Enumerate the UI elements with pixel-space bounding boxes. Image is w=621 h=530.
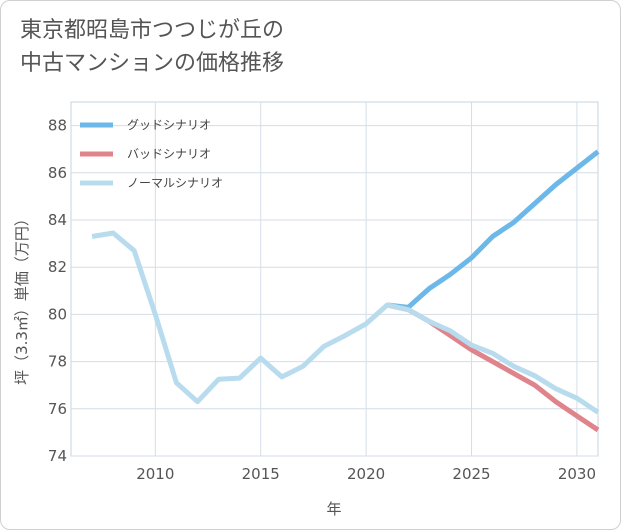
legend-label-bad: バッドシナリオ [127, 147, 211, 161]
y-tick-label: 80 [48, 305, 67, 323]
x-tick-label: 2015 [242, 465, 280, 483]
title-line-2: 中古マンションの価格推移 [20, 51, 285, 76]
chart-title: 東京都昭島市つつじが丘の 中古マンションの価格推移 [20, 14, 284, 80]
x-tick-label: 2020 [347, 465, 385, 483]
x-tick-label: 2030 [558, 465, 596, 483]
series-lines [91, 149, 600, 433]
x-tick-label: 2010 [136, 465, 174, 483]
y-tick-label: 86 [48, 164, 67, 182]
y-tick-label: 74 [48, 447, 67, 465]
series-line-normal [91, 230, 600, 415]
tick-labels: 74 76 78 80 82 84 86 88 2010 2015 2020 2025 2030 [48, 117, 596, 483]
y-tick-label: 84 [48, 211, 67, 229]
y-axis-label: 坪（3.3㎡）単価（万円） [13, 211, 31, 385]
y-tick-label: 78 [48, 353, 67, 371]
y-tick-label: 82 [48, 258, 67, 276]
x-axis-label: 年 [326, 500, 341, 518]
x-tick-label: 2025 [452, 465, 490, 483]
series-line-good [386, 149, 600, 310]
legend-label-good: グッドシナリオ [127, 118, 211, 132]
plot-area [70, 101, 599, 457]
legend-label-normal: ノーマルシナリオ [127, 176, 223, 190]
y-tick-label: 76 [48, 400, 67, 418]
title-line-1: 東京都昭島市つつじが丘の [20, 18, 285, 43]
y-tick-label: 88 [48, 117, 67, 135]
